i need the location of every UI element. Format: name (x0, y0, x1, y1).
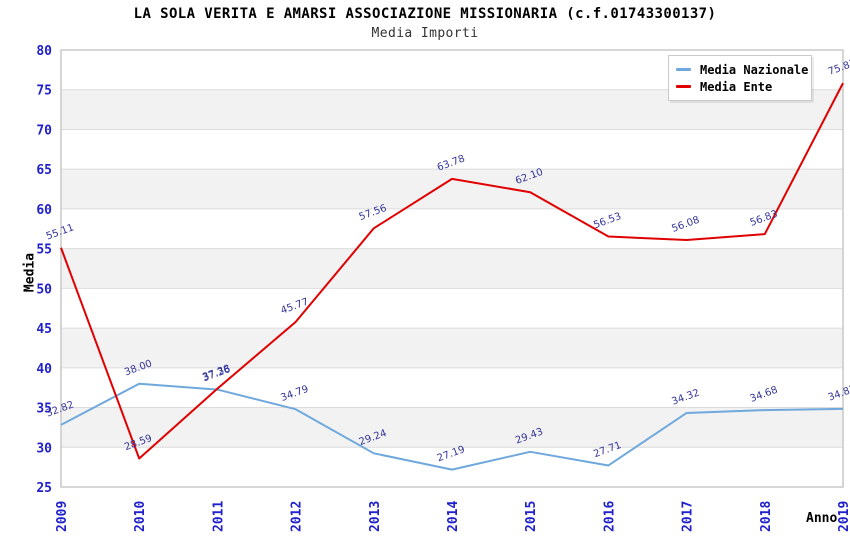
y-tick-label: 25 (36, 481, 52, 496)
chart-title: LA SOLA VERITA E AMARSI ASSOCIAZIONE MIS… (133, 6, 717, 22)
y-tick-label: 80 (36, 44, 52, 59)
y-tick-label: 30 (36, 441, 52, 456)
legend-item-media-nazionale: Media Nazionale (676, 61, 808, 78)
legend-item-media-ente: Media Ente (676, 78, 804, 95)
x-tick-label: 2014 (446, 501, 461, 532)
plot-band (61, 328, 843, 368)
y-tick-label: 35 (36, 402, 52, 417)
x-tick-label: 2011 (211, 501, 226, 532)
plot-band (61, 288, 843, 329)
y-tick-label: 50 (36, 282, 52, 297)
media-nazionale-line (60, 382, 844, 471)
y-tick-label: 75 (36, 84, 52, 99)
media-ente-line-swatch (676, 85, 691, 88)
x-tick-label: 2015 (524, 501, 539, 532)
y-tick-label: 60 (36, 203, 52, 218)
plot-band (61, 208, 843, 249)
plot-border (60, 49, 844, 488)
legend-label-media-ente: Media Ente (700, 79, 773, 94)
x-tick-label: 2012 (290, 501, 305, 532)
x-tick-label: 2010 (133, 501, 148, 532)
plot-band (61, 129, 843, 170)
y-tick-label: 70 (36, 123, 52, 138)
plot-band (61, 447, 843, 487)
y-axis-title: Media (22, 252, 38, 293)
y-tick-label: 40 (36, 362, 52, 377)
x-tick-label: 2009 (55, 501, 70, 532)
x-tick-label: 2016 (602, 501, 617, 532)
y-tick-label: 65 (36, 163, 52, 178)
x-tick-label: 2018 (759, 501, 774, 532)
x-axis-title: Anno (806, 511, 838, 526)
x-tick-label: 2017 (681, 501, 696, 532)
media-nazionale-line-swatch (676, 68, 691, 71)
plot-band (61, 407, 843, 448)
plot-band (61, 367, 843, 408)
y-tick-label: 45 (36, 322, 52, 337)
plot-band (61, 169, 843, 209)
legend: Media Nazionale Media Ente (668, 55, 812, 101)
y-tick-label: 55 (36, 243, 52, 258)
legend-label-media-nazionale: Media Nazionale (700, 62, 809, 77)
plot-band (61, 248, 843, 289)
x-tick-label: 2013 (368, 501, 383, 532)
x-tick-label: 2019 (837, 501, 850, 532)
chart-subtitle: Media Importi (371, 26, 479, 41)
media-ente-line (60, 82, 844, 460)
